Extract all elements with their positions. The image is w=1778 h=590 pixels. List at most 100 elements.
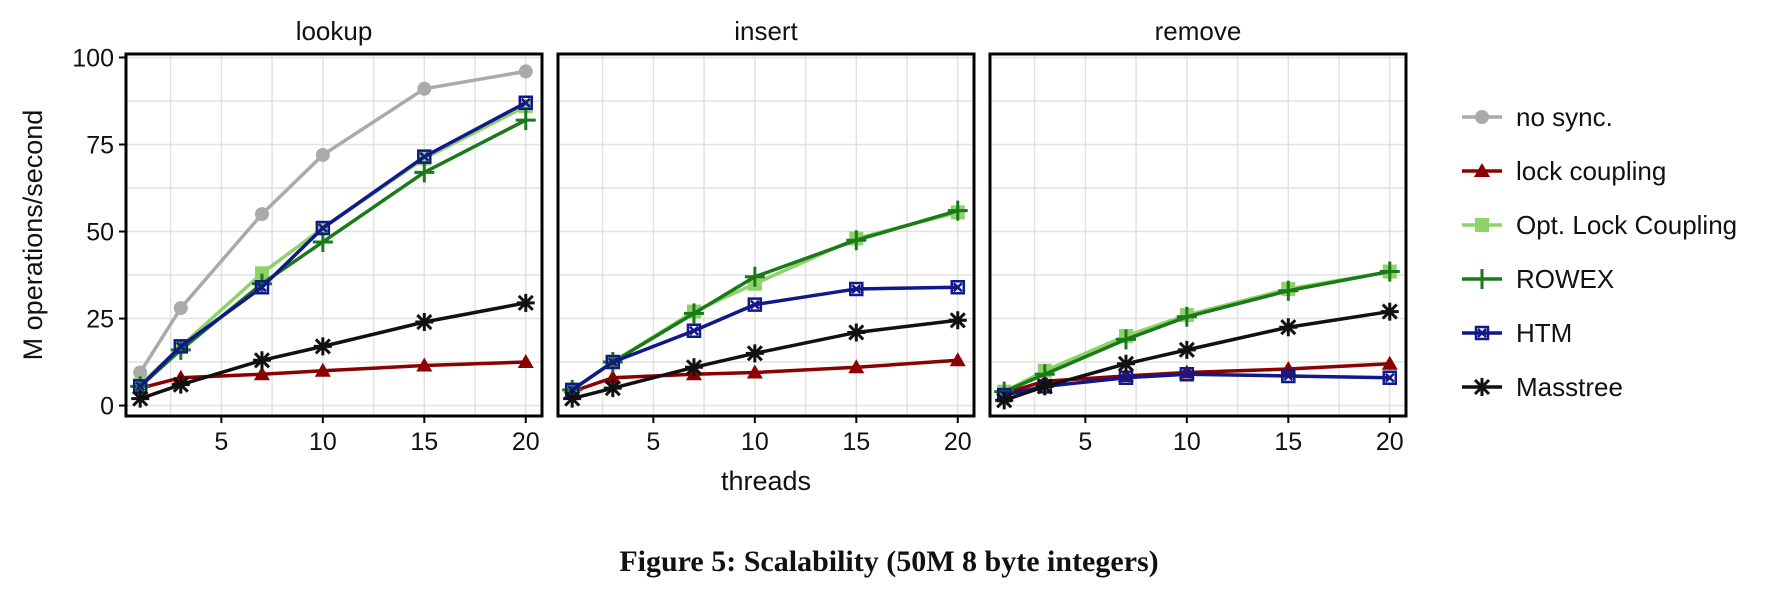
- data-point: [315, 220, 331, 236]
- data-point: [315, 147, 330, 162]
- data-point: [417, 81, 432, 96]
- series-lock-coupling: [132, 354, 534, 395]
- data-point: [847, 323, 866, 342]
- x-tick-label: 10: [741, 428, 769, 456]
- data-point: [312, 231, 333, 252]
- data-point: [686, 323, 702, 338]
- legend-label: Masstree: [1516, 372, 1623, 402]
- data-point: [517, 354, 534, 369]
- legend-item: ROWEX: [1462, 264, 1614, 294]
- data-point: [684, 358, 703, 377]
- data-point: [254, 207, 269, 222]
- series-line: [1003, 309, 1391, 402]
- data-point: [173, 339, 189, 354]
- data-point: [746, 364, 763, 379]
- legend-label: Opt. Lock Coupling: [1516, 210, 1737, 240]
- data-point: [518, 64, 533, 79]
- data-point: [254, 266, 269, 281]
- data-point: [253, 366, 270, 381]
- series-masstree: [131, 293, 535, 408]
- data-point: [846, 230, 867, 251]
- x-tick-label: 5: [1078, 428, 1092, 456]
- x-tick-label: 5: [646, 428, 660, 456]
- y-axis-title: M operations/second: [18, 110, 48, 361]
- legend-label: no sync.: [1516, 102, 1613, 132]
- data-point: [849, 281, 864, 297]
- series-line: [571, 285, 958, 392]
- data-point: [254, 279, 270, 295]
- data-point: [1176, 306, 1197, 327]
- panel-frame: [124, 52, 544, 418]
- series-line: [139, 360, 526, 390]
- data-point: [563, 389, 582, 408]
- figure-caption: Figure 5: Scalability (50M 8 byte intege…: [619, 545, 1159, 578]
- data-point: [1116, 354, 1135, 373]
- data-point: [1179, 366, 1195, 382]
- legend-marker: [1475, 218, 1489, 232]
- legend-item: Opt. Lock Coupling: [1462, 210, 1737, 240]
- data-point: [848, 359, 865, 374]
- data-point: [683, 303, 704, 324]
- x-tick-label: 15: [842, 428, 870, 456]
- legend-marker: [1475, 110, 1489, 124]
- data-point: [747, 297, 763, 312]
- legend-item: no sync.: [1462, 102, 1613, 132]
- series-line: [1003, 269, 1391, 394]
- y-tick-label: 75: [86, 132, 114, 160]
- data-point: [947, 200, 968, 221]
- x-tick-label: 10: [309, 428, 337, 456]
- series-opt-lock-coupling: [133, 99, 533, 392]
- panel-lookup: lookup 5 10 15 20 0 25 50 75 100: [72, 16, 544, 456]
- data-point: [1379, 261, 1400, 282]
- data-point: [516, 293, 535, 312]
- data-point: [415, 313, 434, 332]
- data-point: [948, 311, 967, 330]
- panel-title: lookup: [296, 16, 373, 46]
- data-point: [171, 375, 190, 394]
- data-point: [950, 279, 966, 295]
- legend-label: lock coupling: [1516, 156, 1666, 186]
- series-no-sync-: [133, 64, 533, 380]
- data-point: [995, 391, 1014, 410]
- x-tick-label: 20: [512, 428, 540, 456]
- panel-remove: remove 5 10 15 20: [988, 16, 1408, 456]
- x-tick-label: 15: [1274, 428, 1302, 456]
- legend-marker: [1472, 269, 1492, 289]
- x-tick-label: 15: [410, 428, 438, 456]
- data-point: [1118, 370, 1134, 385]
- series-masstree: [563, 311, 967, 408]
- data-point: [1382, 370, 1398, 385]
- legend-marker: [1473, 378, 1491, 396]
- data-point: [518, 95, 534, 110]
- data-point: [173, 301, 188, 316]
- data-point: [744, 266, 765, 287]
- grid: [990, 54, 1406, 416]
- series-line: [1003, 372, 1390, 397]
- legend-marker: [1474, 325, 1490, 341]
- series-line: [139, 301, 527, 401]
- legend-label: ROWEX: [1516, 264, 1614, 294]
- x-tick-label: 20: [944, 428, 972, 456]
- data-point: [131, 389, 150, 408]
- grid: [558, 54, 974, 416]
- series-line: [139, 118, 527, 388]
- data-point: [1381, 355, 1398, 370]
- data-point: [949, 352, 966, 367]
- legend-item: HTM: [1462, 318, 1572, 348]
- panel-title: insert: [734, 16, 798, 46]
- data-point: [515, 110, 536, 131]
- data-point: [604, 369, 621, 384]
- data-point: [414, 162, 435, 183]
- legend-item: lock coupling: [1462, 156, 1666, 186]
- legend-marker: [1474, 163, 1490, 177]
- panel-insert: insert 5 10 15 20: [556, 16, 976, 456]
- x-tick-label: 10: [1173, 428, 1201, 456]
- data-point: [1177, 340, 1196, 359]
- panel-title: remove: [1155, 16, 1242, 46]
- y-tick-label: 25: [86, 306, 114, 334]
- x-tick-label: 20: [1376, 428, 1404, 456]
- y-tick-label: 50: [86, 219, 114, 247]
- legend-label: HTM: [1516, 318, 1572, 348]
- data-point: [603, 379, 622, 398]
- data-point: [1281, 368, 1296, 384]
